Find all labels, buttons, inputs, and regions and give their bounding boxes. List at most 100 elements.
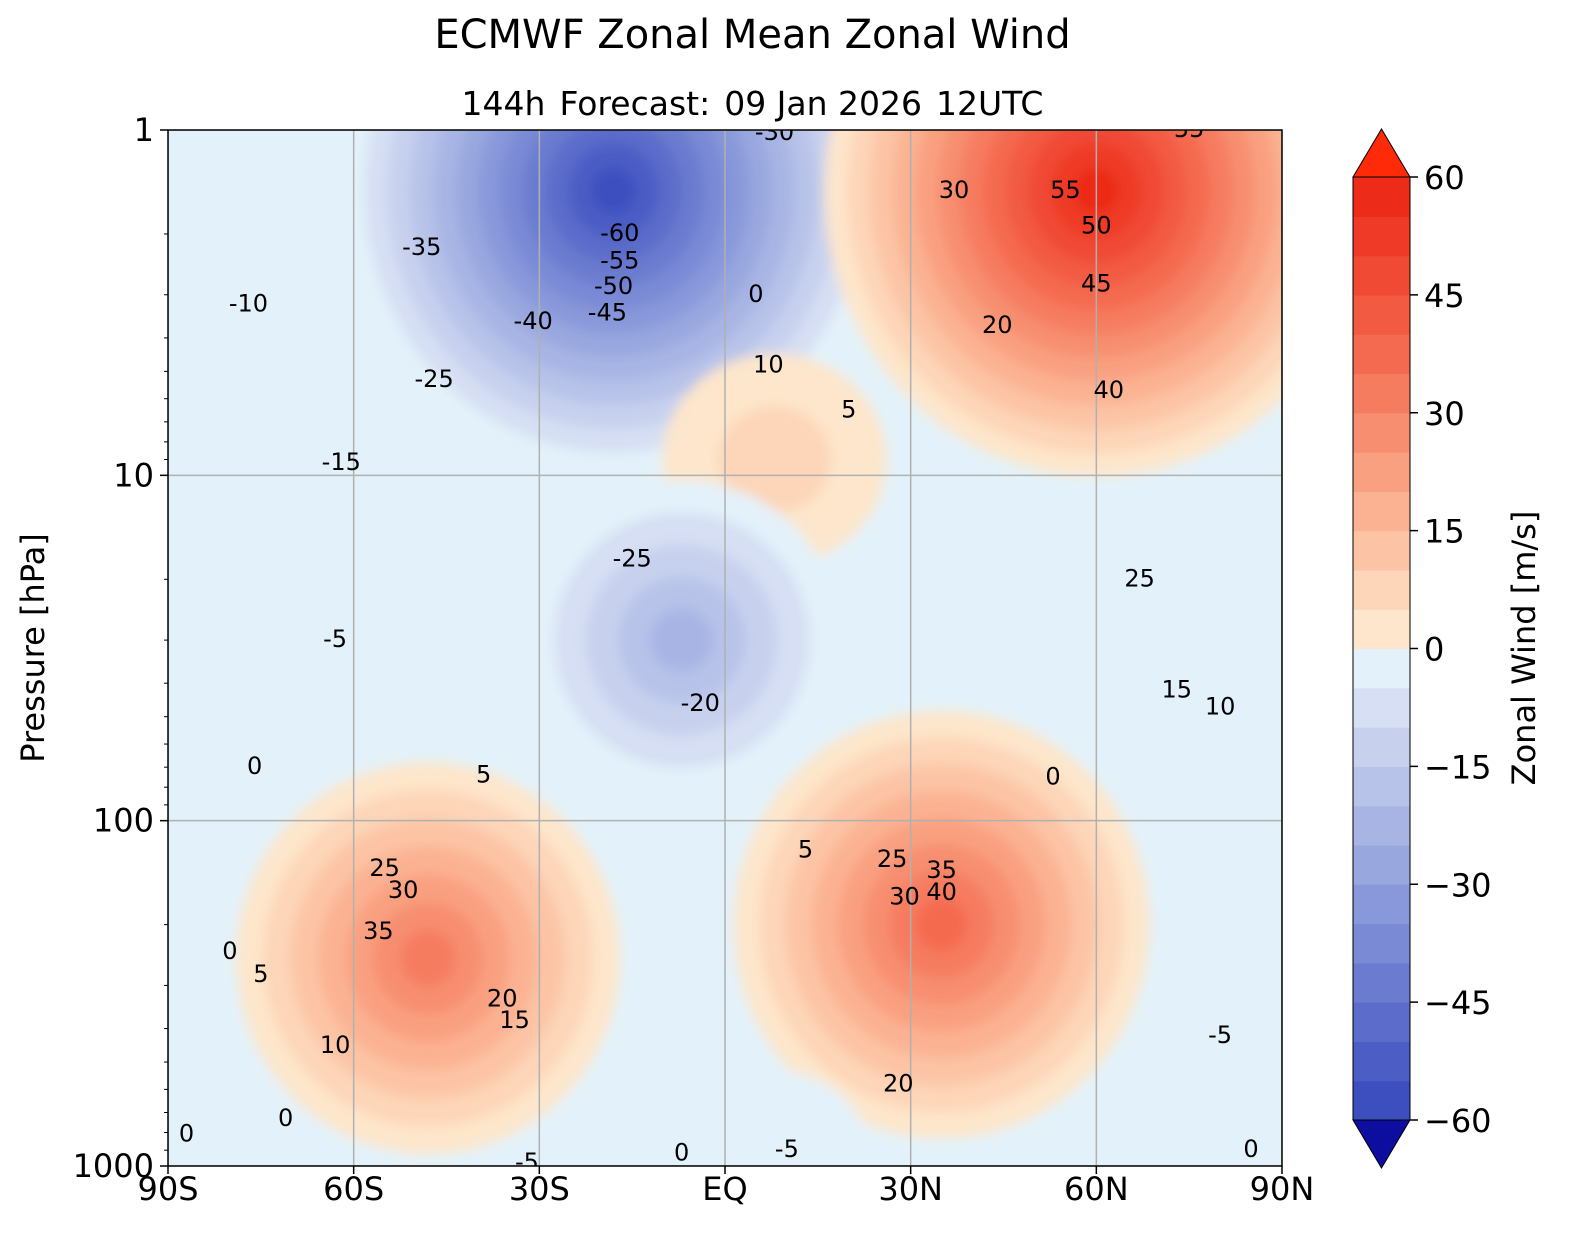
contour-label: 0 bbox=[247, 752, 262, 780]
colorbar-segment bbox=[1353, 727, 1410, 767]
colorbar-segment bbox=[1353, 177, 1410, 217]
colorbar-label: Zonal Wind [m/s] bbox=[1505, 511, 1543, 786]
colorbar-segment bbox=[1353, 844, 1410, 885]
x-tick-label: 30N bbox=[878, 1170, 943, 1208]
colorbar-segment bbox=[1353, 412, 1410, 453]
contour-label: 50 bbox=[1081, 211, 1112, 239]
contour-label: 10 bbox=[1205, 692, 1236, 720]
contour-label: 5 bbox=[841, 396, 856, 424]
contour-label: 0 bbox=[748, 280, 763, 308]
colorbar-segment bbox=[1353, 766, 1410, 807]
contour-label: -15 bbox=[322, 448, 361, 476]
contour-label: -5 bbox=[775, 1135, 799, 1163]
contour-label: -25 bbox=[415, 365, 454, 393]
wind-field bbox=[235, 130, 1282, 1166]
contour-label: -10 bbox=[229, 289, 268, 317]
contour-band-5-5 bbox=[649, 608, 714, 673]
contour-label: 15 bbox=[1162, 676, 1193, 704]
colorbar-tick-label: 45 bbox=[1424, 277, 1465, 315]
contour-band-4-2 bbox=[718, 406, 831, 513]
contour-label: -40 bbox=[514, 307, 553, 335]
colorbar-extend-min bbox=[1352, 1119, 1411, 1169]
colorbar-segment bbox=[1353, 609, 1410, 650]
x-tick-label: 30S bbox=[509, 1170, 570, 1208]
colorbar-segment bbox=[1353, 216, 1410, 257]
contour-label: 30 bbox=[889, 883, 920, 911]
y-tick-label: 1000 bbox=[73, 1147, 154, 1185]
contour-label: 25 bbox=[1124, 564, 1155, 592]
contour-label: -5 bbox=[1208, 1021, 1232, 1049]
colorbar-tick-label: −30 bbox=[1424, 866, 1492, 904]
y-axis-label: Pressure [hPa] bbox=[14, 533, 52, 763]
y-axis: 1 10 100 1000 bbox=[73, 111, 168, 1185]
colorbar-segment bbox=[1353, 687, 1410, 728]
contour-labels: -60-55-50-45-40-35-30-25-25-20-15-10-5-5… bbox=[179, 115, 1259, 1176]
contour-label: 40 bbox=[926, 878, 957, 906]
colorbar-segment bbox=[1353, 452, 1410, 492]
contour-label: -5 bbox=[515, 1148, 539, 1176]
contour-label: -55 bbox=[600, 246, 639, 274]
contour-label: -60 bbox=[600, 219, 639, 247]
contour-label: 20 bbox=[883, 1069, 914, 1097]
colorbar-tick-label: 30 bbox=[1424, 395, 1465, 433]
colorbar-segment bbox=[1353, 962, 1410, 1003]
contour-label: -20 bbox=[681, 689, 720, 717]
x-tick-label: EQ bbox=[702, 1170, 747, 1208]
y-tick-label: 100 bbox=[93, 802, 154, 840]
colorbar-segment bbox=[1353, 648, 1410, 689]
contour-label: -35 bbox=[402, 233, 441, 261]
colorbar: 60 45 30 15 0 −15 −30 −45 −60 bbox=[1352, 128, 1492, 1169]
contour-label: 15 bbox=[499, 1006, 530, 1034]
colorbar-tick-label: 0 bbox=[1424, 631, 1444, 669]
colorbar-segment bbox=[1353, 569, 1410, 610]
forecast-date: 09 Jan 2026 bbox=[724, 84, 923, 123]
colorbar-segment bbox=[1353, 884, 1410, 925]
contour-label: 45 bbox=[1081, 269, 1112, 297]
x-tick-label: 90N bbox=[1250, 1170, 1315, 1208]
x-axis: 90S 60S 30S EQ 30N 60N 90N bbox=[137, 1166, 1314, 1208]
contour-label: -25 bbox=[613, 544, 652, 572]
contour-label: 5 bbox=[798, 835, 813, 863]
colorbar-segment bbox=[1353, 805, 1410, 846]
contour-label: 30 bbox=[939, 176, 970, 204]
contour-label: 25 bbox=[877, 845, 908, 873]
colorbar-tick-label: 15 bbox=[1424, 513, 1465, 551]
colorbar-tick-label: 60 bbox=[1424, 159, 1465, 197]
x-tick-label: 60S bbox=[323, 1170, 384, 1208]
contour-label: 35 bbox=[363, 917, 394, 945]
contour-label: 0 bbox=[1045, 763, 1060, 791]
contour-label: 55 bbox=[1050, 176, 1081, 204]
contour-label: 30 bbox=[388, 876, 419, 904]
contour-label: -5 bbox=[323, 625, 347, 653]
colorbar-segment bbox=[1353, 923, 1410, 964]
contour-band-3-8 bbox=[915, 897, 968, 952]
colorbar-extend-max bbox=[1352, 128, 1411, 178]
colorbar-segment bbox=[1353, 530, 1410, 571]
contour-label: 20 bbox=[487, 985, 518, 1013]
colorbar-segment bbox=[1353, 1041, 1410, 1082]
contour-label: 10 bbox=[320, 1031, 351, 1059]
colorbar-segment bbox=[1353, 491, 1410, 532]
colorbar-segment bbox=[1353, 334, 1410, 375]
contour-label: 0 bbox=[1243, 1135, 1258, 1163]
contour-label: 0 bbox=[278, 1104, 293, 1132]
contour-label: 0 bbox=[179, 1119, 194, 1147]
colorbar-segment bbox=[1353, 255, 1410, 296]
contour-label: -50 bbox=[594, 272, 633, 300]
contour-band-2-7 bbox=[400, 930, 456, 987]
contour-label: 35 bbox=[926, 856, 957, 884]
colorbar-segment bbox=[1353, 1080, 1410, 1121]
contour-label: 5 bbox=[476, 761, 491, 789]
colorbar-tick-label: −60 bbox=[1424, 1102, 1492, 1140]
contour-label: 40 bbox=[1093, 376, 1124, 404]
colorbar-tick-label: −45 bbox=[1424, 984, 1492, 1022]
x-tick-label: 90S bbox=[137, 1170, 198, 1208]
contour-label: 0 bbox=[222, 937, 237, 965]
contour-label: 0 bbox=[674, 1138, 689, 1166]
contour-label: 55 bbox=[1174, 115, 1205, 143]
contour-label: 20 bbox=[982, 311, 1013, 339]
colorbar-tick-label: −15 bbox=[1424, 748, 1492, 786]
forecast-time: 12UTC bbox=[936, 84, 1044, 123]
y-tick-label: 1 bbox=[134, 111, 154, 149]
